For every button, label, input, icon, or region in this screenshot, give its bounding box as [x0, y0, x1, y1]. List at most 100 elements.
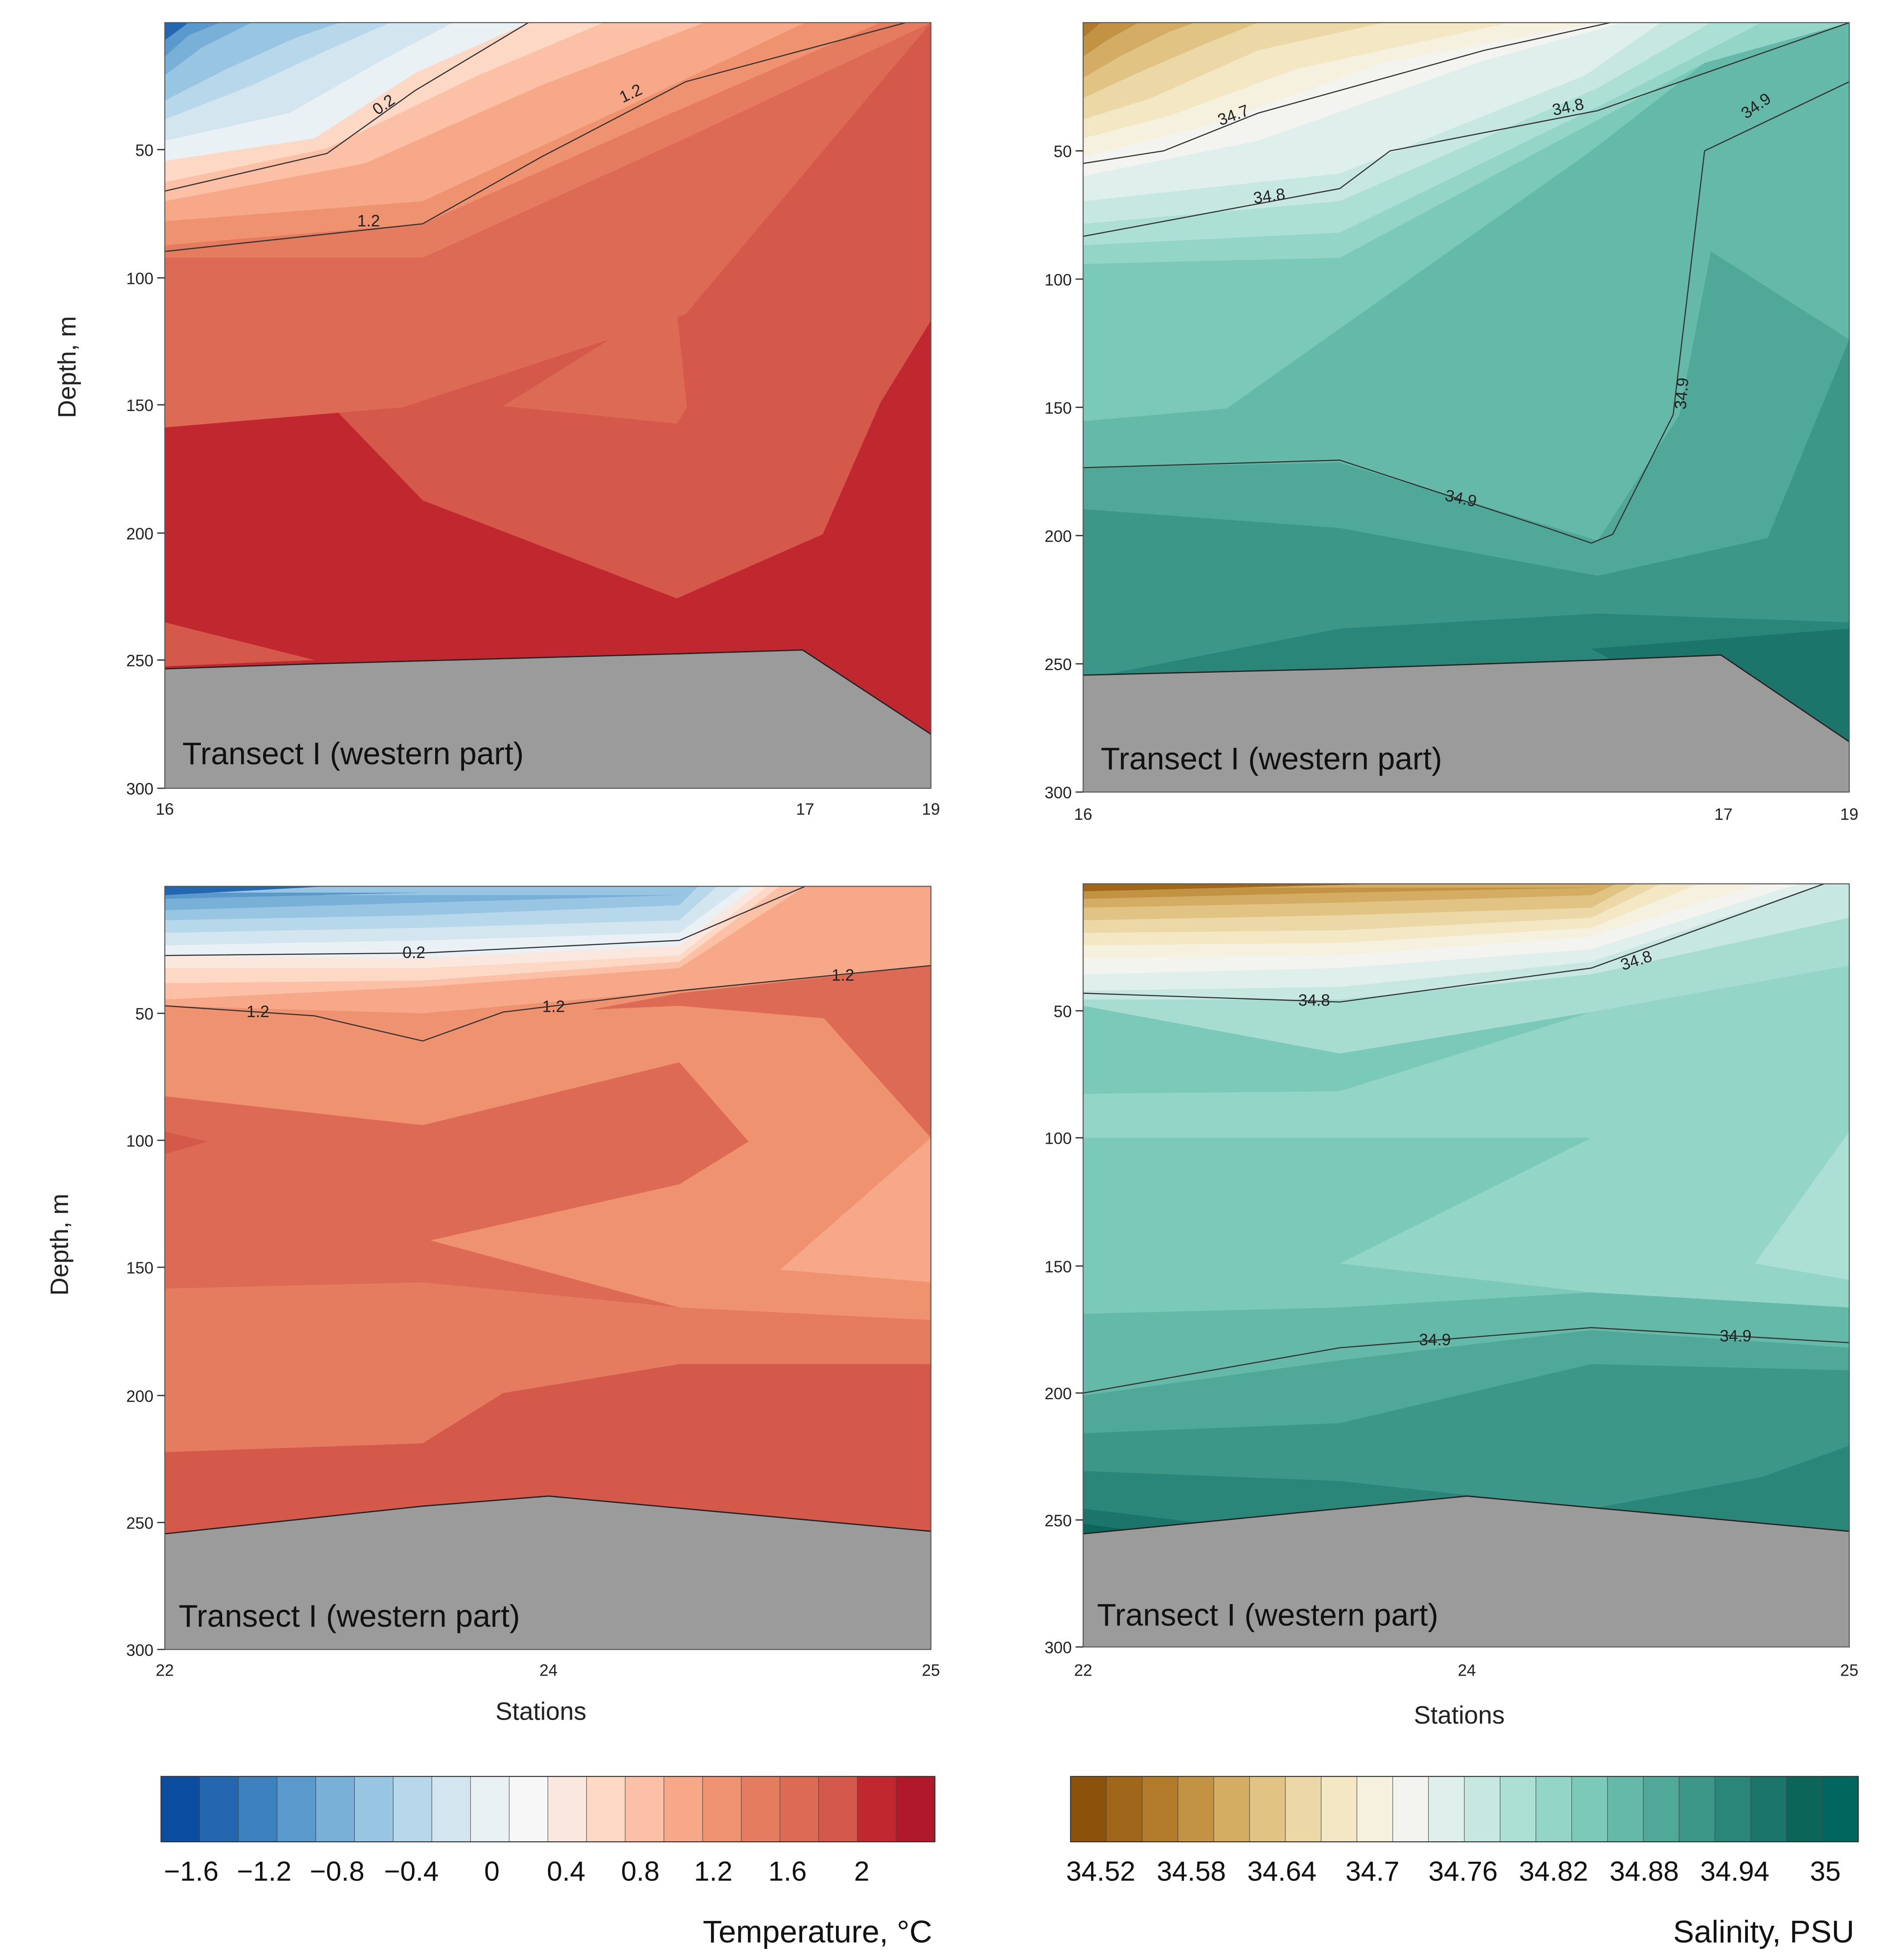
colorbar-swatch: [586, 1776, 626, 1842]
y-axis-label: Depth, m: [53, 316, 81, 418]
colorbar-swatch: [354, 1776, 394, 1842]
x-tick-label: 16: [1074, 805, 1092, 823]
x-tick-label: 16: [156, 800, 174, 818]
y-tick-label: 300: [1044, 784, 1071, 802]
colorbar-tick-label: 34.52: [1066, 1856, 1135, 1887]
colorbar-swatch: [1607, 1776, 1644, 1842]
colorbar-swatch: [664, 1776, 704, 1842]
y-tick-label: 150: [126, 1259, 153, 1277]
x-axis: 16 17 19: [1074, 805, 1859, 823]
colorbar-swatch: [1571, 1776, 1608, 1842]
colorbar-tick-label: 34.76: [1428, 1856, 1498, 1887]
x-axis: 22 24 25: [156, 1661, 940, 1680]
colorbar-title: Temperature, °C: [703, 1914, 932, 1949]
y-tick-label: 250: [126, 1514, 153, 1533]
y-tick-label: 250: [1044, 655, 1071, 674]
x-axis-label: Stations: [1414, 1701, 1505, 1729]
colorbar-swatch: [199, 1776, 240, 1842]
y-tick-label: 200: [126, 1387, 153, 1405]
colorbar-swatch: [818, 1776, 858, 1842]
colorbar-swatch: [1715, 1776, 1751, 1842]
colorbar-tick-label: 0: [484, 1856, 500, 1887]
contour-label: 1.2: [542, 998, 565, 1016]
colorbar-tick-label: 1.6: [768, 1856, 807, 1887]
y-axis: 50 100 150 200 250 300: [1044, 1002, 1083, 1657]
colorbar-tick-label: 0.4: [547, 1856, 586, 1887]
x-tick-label: 25: [1840, 1661, 1859, 1680]
temperature-colorbar: −1.6 −1.2 −0.8 −0.4 0 0.4 0.8 1.2 1.6 2 …: [160, 1776, 936, 1949]
panel-temperature-top: 0.2 1.2 1.2 Transect I (western part) 50…: [53, 22, 940, 818]
y-tick-label: 100: [1044, 271, 1071, 289]
seabed-area: [164, 650, 931, 789]
colorbar-tick-label: −0.4: [384, 1856, 439, 1887]
x-tick-label: 22: [1074, 1661, 1092, 1680]
y-tick-label: 200: [126, 525, 153, 543]
colorbar-tick-label: 0.8: [621, 1856, 660, 1887]
y-tick-label: 150: [1044, 399, 1071, 417]
y-axis: 50 100 150 200 250 300: [1044, 143, 1083, 802]
colorbar-swatch: [1499, 1776, 1537, 1842]
y-axis: 50 100 150 200 250 300: [126, 1005, 165, 1659]
y-tick-label: 50: [135, 141, 153, 160]
y-tick-label: 50: [1054, 1002, 1072, 1021]
y-tick-label: 200: [1044, 1385, 1071, 1403]
colorbar-swatch: [1213, 1776, 1251, 1842]
colorbar-swatch: [548, 1776, 588, 1842]
contour-label: 34.8: [1298, 991, 1330, 1010]
x-tick-label: 19: [922, 800, 940, 818]
colorbar-swatch: [1106, 1776, 1143, 1842]
colorbar-tick-label: −1.6: [164, 1856, 219, 1887]
panel-title: Transect I (western part): [182, 736, 524, 771]
x-tick-label: 19: [1840, 805, 1859, 823]
colorbar-swatch: [1249, 1776, 1286, 1842]
colorbar-tick-label: −1.2: [237, 1856, 292, 1887]
colorbar-tick-label: 34.58: [1157, 1856, 1226, 1887]
y-axis-label: Depth, m: [45, 1194, 73, 1296]
colorbar-tick-label: 34.94: [1700, 1856, 1770, 1887]
x-axis-label: Stations: [496, 1697, 587, 1725]
colorbar-swatch: [896, 1776, 936, 1842]
colorbar-swatch: [1356, 1776, 1394, 1842]
colorbar-tick-label: 34.7: [1346, 1856, 1399, 1887]
contour-label: 0.2: [403, 943, 425, 962]
y-tick-label: 250: [1044, 1512, 1071, 1530]
y-tick-label: 300: [126, 1641, 153, 1659]
colorbar-swatch: [1535, 1776, 1573, 1842]
y-tick-label: 100: [126, 269, 153, 287]
panel-title: Transect I (western part): [1097, 1597, 1438, 1632]
y-tick-label: 50: [135, 1005, 153, 1023]
colorbar-swatch: [1070, 1776, 1107, 1842]
y-tick-label: 250: [126, 652, 153, 670]
colorbar-swatch: [1786, 1776, 1823, 1842]
colorbar-tick-label: 34.64: [1247, 1856, 1317, 1887]
colorbar-swatch: [702, 1776, 742, 1842]
contour-label: 34.9: [1720, 1327, 1752, 1345]
colorbar-swatch: [1822, 1776, 1859, 1842]
x-tick-label: 17: [1715, 805, 1733, 823]
panel-temperature-bottom: 0.2 1.2 1.2 1.2 Transect I (western part…: [45, 886, 940, 1725]
colorbar-swatch: [780, 1776, 820, 1842]
colorbar-tick-label: 35: [1810, 1856, 1841, 1887]
colorbar-tick-label: 2: [854, 1856, 870, 1887]
colorbar-swatch: [1142, 1776, 1179, 1842]
x-axis: 22 24 25: [1074, 1661, 1859, 1680]
x-tick-label: 24: [540, 1661, 558, 1680]
y-tick-label: 200: [1044, 527, 1071, 545]
colorbar-swatch: [1392, 1776, 1430, 1842]
y-tick-label: 100: [1044, 1130, 1071, 1148]
contour-label: 1.2: [832, 966, 854, 984]
panel-salinity-bottom: 34.8 34.8 34.9 34.9 Transect I (western …: [1044, 883, 1859, 1729]
colorbar-swatch: [509, 1776, 549, 1842]
colorbar-tick-label: 34.88: [1610, 1856, 1679, 1887]
contour-label: 34.9: [1671, 377, 1692, 410]
y-tick-label: 50: [1054, 143, 1072, 161]
seabed-area: [164, 1496, 931, 1650]
x-tick-label: 25: [922, 1661, 940, 1680]
x-tick-label: 24: [1458, 1661, 1476, 1680]
colorbar-tick-label: −0.8: [310, 1856, 364, 1887]
panel-salinity-top: 34.7 34.8 34.8 34.9 34.9 34.9 Transect I…: [1044, 22, 1859, 823]
colorbar-swatch: [315, 1776, 356, 1842]
colorbar-swatch: [1428, 1776, 1465, 1842]
colorbar-swatch: [160, 1776, 201, 1842]
